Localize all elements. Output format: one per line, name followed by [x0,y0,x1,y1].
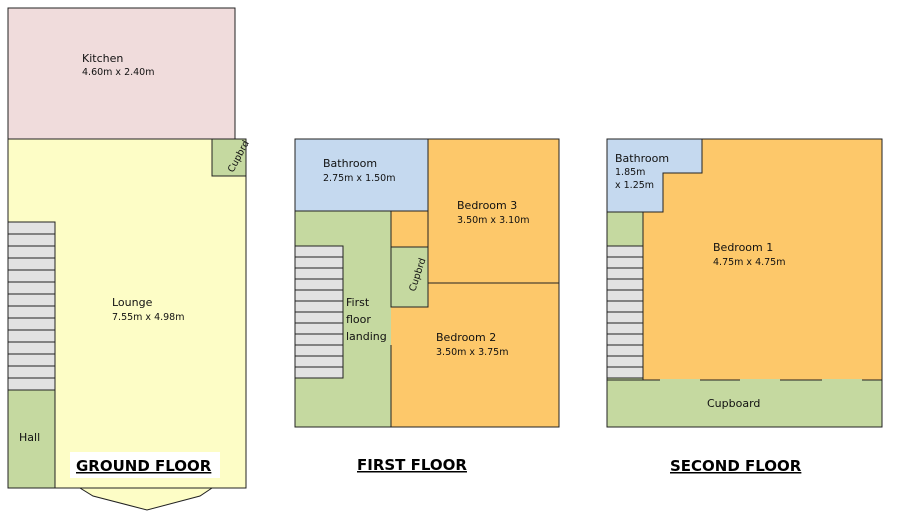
kitchen-room [7,7,236,140]
bedroom2-label: Bedroom 2 [436,331,496,344]
second-floor-title: SECOND FLOOR [670,457,802,475]
ground-staircase [7,221,56,391]
first-floor-plan: Bathroom 2.75m x 1.50m Bedroom 3 3.50m x… [294,138,560,474]
second-bathroom-dimensions-line2: x 1.25m [615,180,654,191]
bedroom3-label: Bedroom 3 [457,199,517,212]
first-staircase [294,245,344,379]
first-bathroom-label: Bathroom [323,157,377,170]
lounge-label: Lounge [112,296,153,309]
bedroom1-label: Bedroom 1 [713,241,773,254]
kitchen-label: Kitchen [82,52,123,65]
first-bathroom-dimensions: 2.75m x 1.50m [323,173,395,184]
first-cupboard [390,246,429,308]
landing-label-line2: floor [346,313,371,326]
ground-cupboard [211,138,247,177]
bedroom2-dimensions: 3.50m x 3.75m [436,347,508,358]
kitchen-dimensions: 4.60m x 2.40m [82,67,154,78]
bay-window [78,487,214,511]
first-bathroom [294,138,429,212]
lounge-dimensions: 7.55m x 4.98m [112,312,184,323]
ground-title-bg [70,452,220,478]
bedroom1-dimensions: 4.75m x 4.75m [713,257,785,268]
second-bathroom-dimensions-line1: 1.85m [615,167,645,178]
hall-label: Hall [19,431,40,444]
bedroom3-dimensions: 3.50m x 3.10m [457,215,529,226]
second-floor-plan: Bathroom 1.85m x 1.25m Bedroom 1 4.75m x… [606,138,883,475]
second-cupboard-label: Cupboard [707,397,760,410]
hall-area [7,389,56,489]
landing-label-line3: landing [346,330,387,343]
landing-label-line1: First [346,296,370,309]
second-staircase [606,245,644,379]
second-bathroom-label: Bathroom [615,152,669,165]
first-floor-title: FIRST FLOOR [357,456,467,474]
ground-floor-title: GROUND FLOOR [76,457,212,475]
ground-floor-plan: Kitchen 4.60m x 2.40m Lounge 7.55m x 4.9… [7,7,252,511]
